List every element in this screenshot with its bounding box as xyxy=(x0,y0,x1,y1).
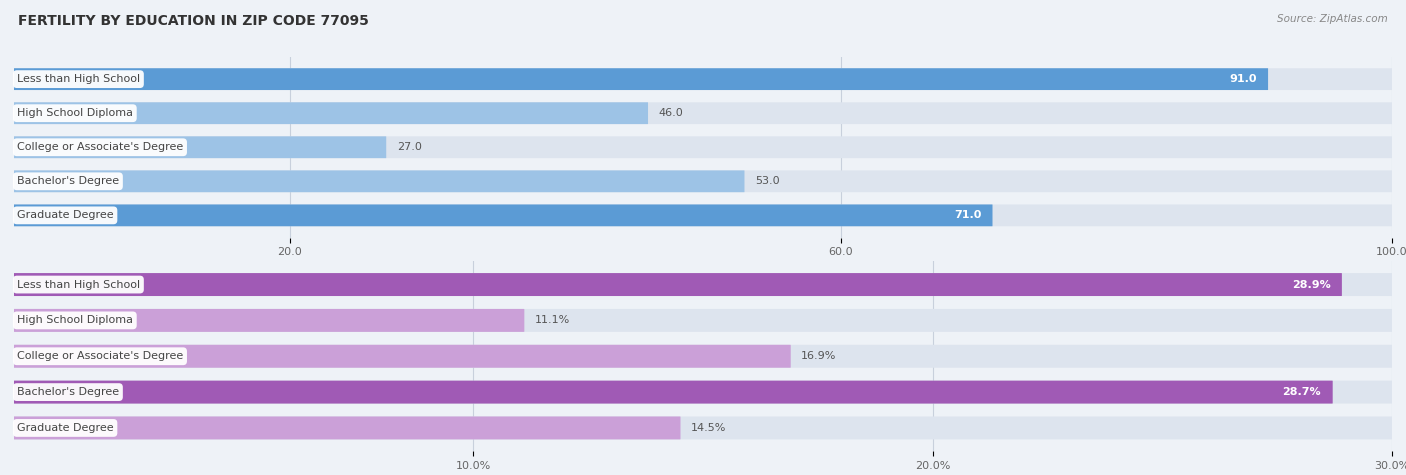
FancyBboxPatch shape xyxy=(14,171,1392,192)
FancyBboxPatch shape xyxy=(14,136,387,158)
Text: High School Diploma: High School Diploma xyxy=(17,108,132,118)
FancyBboxPatch shape xyxy=(14,102,1392,124)
Text: 11.1%: 11.1% xyxy=(534,315,571,325)
FancyBboxPatch shape xyxy=(14,309,1392,332)
FancyBboxPatch shape xyxy=(14,171,744,192)
Text: 28.9%: 28.9% xyxy=(1292,280,1330,290)
Text: 27.0: 27.0 xyxy=(396,142,422,152)
Text: College or Associate's Degree: College or Associate's Degree xyxy=(17,142,183,152)
FancyBboxPatch shape xyxy=(14,417,1392,439)
Text: Graduate Degree: Graduate Degree xyxy=(17,210,114,220)
Text: Source: ZipAtlas.com: Source: ZipAtlas.com xyxy=(1277,14,1388,24)
Text: FERTILITY BY EDUCATION IN ZIP CODE 77095: FERTILITY BY EDUCATION IN ZIP CODE 77095 xyxy=(18,14,370,28)
FancyBboxPatch shape xyxy=(14,380,1392,404)
Text: 71.0: 71.0 xyxy=(953,210,981,220)
Text: 16.9%: 16.9% xyxy=(801,351,837,361)
Text: Graduate Degree: Graduate Degree xyxy=(17,423,114,433)
Text: 53.0: 53.0 xyxy=(755,176,780,186)
Text: Less than High School: Less than High School xyxy=(17,280,141,290)
Text: High School Diploma: High School Diploma xyxy=(17,315,132,325)
FancyBboxPatch shape xyxy=(14,102,648,124)
FancyBboxPatch shape xyxy=(14,345,1392,368)
FancyBboxPatch shape xyxy=(14,136,1392,158)
FancyBboxPatch shape xyxy=(14,273,1341,296)
Text: 46.0: 46.0 xyxy=(659,108,683,118)
FancyBboxPatch shape xyxy=(14,273,1392,296)
FancyBboxPatch shape xyxy=(14,68,1268,90)
FancyBboxPatch shape xyxy=(14,417,681,439)
FancyBboxPatch shape xyxy=(14,380,1333,404)
Text: College or Associate's Degree: College or Associate's Degree xyxy=(17,351,183,361)
Text: 28.7%: 28.7% xyxy=(1282,387,1322,397)
Text: Bachelor's Degree: Bachelor's Degree xyxy=(17,387,120,397)
Text: 14.5%: 14.5% xyxy=(692,423,727,433)
FancyBboxPatch shape xyxy=(14,345,790,368)
FancyBboxPatch shape xyxy=(14,68,1392,90)
FancyBboxPatch shape xyxy=(14,204,1392,226)
Text: 91.0: 91.0 xyxy=(1229,74,1257,84)
FancyBboxPatch shape xyxy=(14,204,993,226)
FancyBboxPatch shape xyxy=(14,309,524,332)
Text: Less than High School: Less than High School xyxy=(17,74,141,84)
Text: Bachelor's Degree: Bachelor's Degree xyxy=(17,176,120,186)
